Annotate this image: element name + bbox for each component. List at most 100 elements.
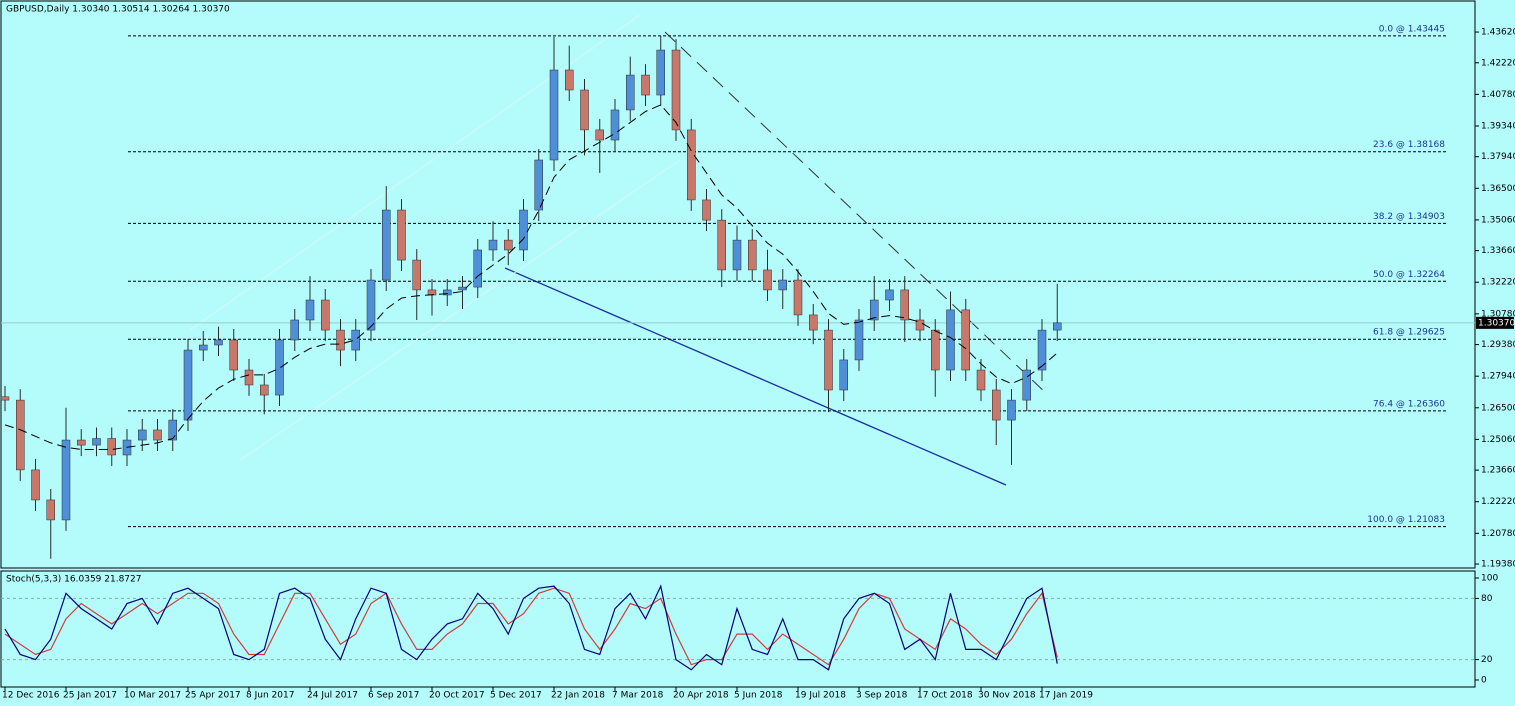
y-tick-label: 80 [1481,594,1493,604]
candle-body [565,69,574,91]
moving-average [4,104,1058,450]
y-tick-label: 100 [1481,574,1498,584]
candle-body [351,329,360,351]
x-tick-label: 19 Jul 2018 [795,691,846,701]
y-tick-label: 1.33660 [1481,246,1515,256]
candle-body [138,429,147,441]
candle-body [92,438,101,446]
trendline [504,267,1007,486]
x-tick-label: 22 Jan 2018 [551,691,605,701]
y-tick-label: 1.29380 [1481,340,1515,350]
candle-body [153,429,162,441]
y-tick-label: 20 [1481,655,1493,665]
candle-body [1022,369,1031,401]
x-tick-label: 20 Apr 2018 [673,691,729,701]
y-tick-label: 1.23660 [1481,466,1515,476]
price-box [1476,316,1514,329]
candle-body [397,209,406,261]
y-tick-label: 1.27940 [1481,372,1515,382]
indicator-title: Stoch(5,3,3) 16.0359 21.8727 [6,575,141,585]
candle-body [168,419,177,441]
candle-body [549,69,559,161]
y-tick-label: 0 [1481,675,1487,685]
x-tick-label: 5 Jun 2018 [734,691,783,701]
candle-body [824,329,833,391]
y-tick-label: 1.36500 [1481,184,1515,194]
main-panel [0,0,1476,569]
x-tick-label: 6 Sep 2017 [368,691,419,701]
candle-body [626,74,635,111]
candle-body [702,199,711,221]
candle-body [366,279,376,331]
candle-body [534,159,543,211]
candle-body [809,314,818,331]
indicator-panel [0,570,1476,688]
candle-body [870,299,879,321]
candle-body [793,279,803,316]
candle-body [732,239,742,271]
fib-label: 100.0 @ 1.21083 [1367,515,1445,525]
candle-body [961,309,970,371]
candle-body [61,439,71,521]
y-tick-label: 1.26500 [1481,403,1515,413]
candle-body [488,239,498,251]
candle-body [931,329,940,371]
candle-body [290,319,299,341]
x-tick-label: 7 Mar 2018 [612,691,664,701]
candle-body [595,129,604,141]
candle-body [519,209,528,251]
candle-body [641,74,650,96]
chart-title: GBPUSD,Daily 1.30340 1.30514 1.30264 1.3… [6,5,230,15]
candle-body [229,339,238,371]
candle-body [336,329,345,351]
candle-body [1007,399,1016,421]
price-label: 1.30370 [1478,318,1515,328]
fib-label: 23.6 @ 1.38168 [1373,140,1445,150]
candle-body [1037,329,1047,371]
candle-body [839,359,848,391]
x-tick-label: 5 Dec 2017 [490,691,542,701]
candle-body [305,299,315,321]
candle-body [458,286,467,291]
y-tick-label: 1.30780 [1481,309,1515,319]
fib-label: 76.4 @ 1.26360 [1373,399,1445,409]
candle-body [580,89,589,131]
candle-body [321,299,330,331]
x-tick-label: 24 Jul 2017 [307,691,358,701]
candle-body [46,499,55,521]
fib-label: 0.0 @ 1.43445 [1379,24,1445,34]
candle-body [183,349,193,421]
candle-body [77,439,86,446]
candle-body [1053,322,1062,331]
x-tick-label: 25 Apr 2017 [185,691,241,701]
candle-body [275,339,284,396]
y-tick-label: 1.20780 [1481,529,1515,539]
y-tick-label: 1.32220 [1481,278,1515,288]
x-tick-label: 17 Oct 2018 [917,691,973,701]
candle-body [31,469,40,501]
y-tick-label: 1.37940 [1481,152,1515,162]
channel-line [239,159,681,461]
x-tick-label: 17 Jan 2019 [1039,691,1093,701]
fib-label: 38.2 @ 1.34903 [1373,212,1445,222]
stoch-signal [4,587,1058,666]
y-tick-label: 1.19380 [1481,560,1515,570]
y-tick-label: 1.22220 [1481,497,1515,507]
fib-label: 61.8 @ 1.29625 [1373,328,1445,338]
x-tick-label: 3 Sep 2018 [856,691,908,701]
candle-body [900,289,909,321]
y-tick-label: 1.35060 [1481,215,1515,225]
candle-body [671,49,681,131]
candle-body [412,259,421,291]
candle-body [260,384,269,396]
stoch-main [4,584,1058,671]
candle-body [244,369,254,386]
candle-body [0,396,10,401]
fib-label: 50.0 @ 1.32264 [1373,270,1445,280]
y-tick-label: 1.25060 [1481,435,1515,445]
candle-body [199,344,208,351]
candle-body [382,209,391,281]
x-tick-label: 10 Mar 2017 [124,691,181,701]
